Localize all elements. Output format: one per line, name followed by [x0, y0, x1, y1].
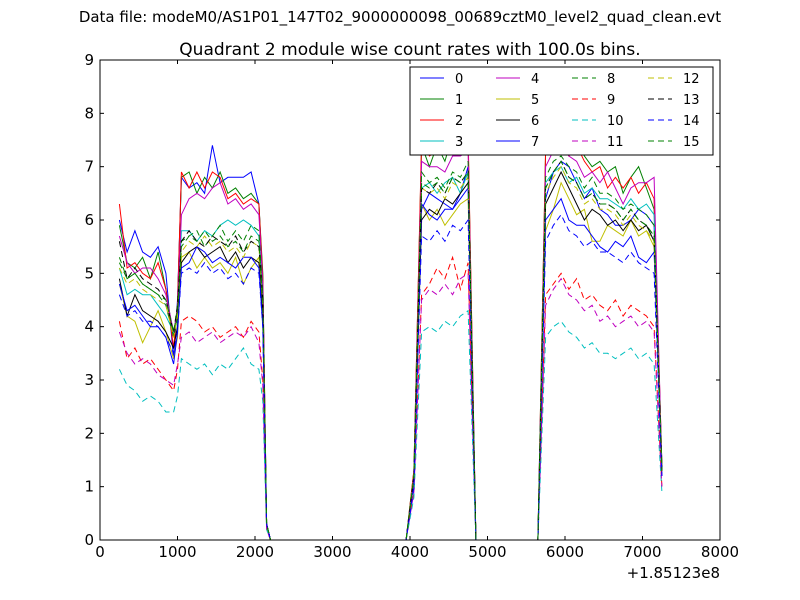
x-tick-label: 8000 — [701, 543, 739, 561]
legend-label-6: 6 — [531, 114, 539, 129]
legend-label-3: 3 — [455, 135, 463, 150]
page-title: Data file: modeM0/AS1P01_147T02_90000000… — [78, 8, 722, 26]
legend-label-14: 14 — [683, 114, 700, 129]
y-tick-label: 0 — [84, 531, 94, 549]
chart-title: Quadrant 2 module wise count rates with … — [179, 40, 640, 60]
y-tick-label: 9 — [84, 51, 94, 69]
legend-label-13: 13 — [683, 93, 700, 108]
y-tick-label: 3 — [84, 371, 94, 389]
series-6-line — [118, 170, 663, 541]
legend-label-8: 8 — [607, 72, 615, 87]
x-tick-label: 1000 — [158, 543, 196, 561]
x-tick-label: 2000 — [236, 543, 274, 561]
x-tick-label: 7000 — [623, 543, 661, 561]
y-tick-label: 2 — [84, 424, 94, 442]
legend-label-1: 1 — [455, 93, 463, 108]
series-8-line — [118, 155, 663, 541]
legend-label-15: 15 — [683, 135, 700, 150]
x-tick-label: 4000 — [391, 543, 429, 561]
legend-label-7: 7 — [531, 135, 539, 150]
series-0-line — [118, 145, 663, 541]
series-10-line — [118, 309, 663, 541]
series-11-line — [118, 272, 663, 541]
legend-frame — [409, 66, 714, 156]
x-tick-label: 0 — [95, 543, 105, 561]
x-tick-label: 5000 — [468, 543, 506, 561]
legend-label-12: 12 — [683, 72, 700, 87]
series-3-line — [118, 165, 663, 541]
legend-label-9: 9 — [607, 93, 615, 108]
series-13-line — [118, 160, 663, 541]
series-12-line — [118, 165, 663, 541]
legend-label-4: 4 — [531, 72, 539, 87]
y-tick-label: 1 — [84, 478, 94, 496]
series-15-line — [118, 160, 663, 541]
series-9-line — [118, 255, 663, 541]
x-offset-label: +1.85123e8 — [627, 564, 720, 582]
ticks-layer: 0 1000 2000 3000 4000 5000 6000 7000 80000123456… — [84, 51, 739, 561]
legend-label-11: 11 — [607, 135, 624, 150]
y-tick-label: 8 — [84, 104, 94, 122]
legend-label-0: 0 — [455, 72, 463, 87]
y-tick-label: 4 — [84, 318, 94, 336]
x-tick-label: 3000 — [313, 543, 351, 561]
legend-label-2: 2 — [455, 114, 463, 129]
x-tick-label: 6000 — [546, 543, 584, 561]
legend-label-10: 10 — [607, 114, 624, 129]
y-tick-label: 6 — [84, 211, 94, 229]
series-layer — [118, 122, 663, 541]
series-14-line — [118, 213, 663, 541]
y-tick-label: 7 — [84, 158, 94, 176]
legend-label-5: 5 — [531, 93, 539, 108]
y-tick-label: 5 — [84, 264, 94, 282]
series-4-line — [118, 144, 663, 541]
